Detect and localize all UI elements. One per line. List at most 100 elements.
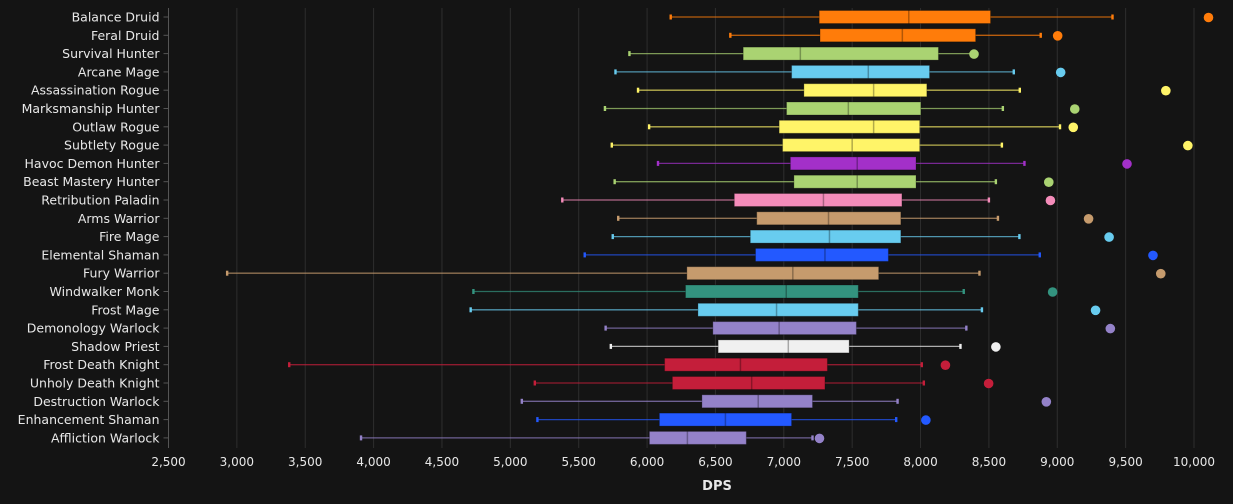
top-point	[1090, 305, 1101, 316]
box-arcane-mage	[614, 64, 1066, 79]
iqr-box	[754, 247, 889, 262]
category-label: Unholy Death Knight	[30, 376, 160, 391]
category-label: Beast Mastery Hunter	[23, 174, 160, 189]
box-windwalker-monk	[472, 284, 1058, 299]
whisker-min-cap	[636, 87, 640, 93]
top-point	[1041, 397, 1052, 407]
iqr-box	[791, 64, 931, 79]
whisker-max-cap	[896, 398, 899, 404]
x-tick-label: 7,000	[767, 455, 801, 469]
iqr-box	[789, 156, 917, 171]
iqr-box	[686, 266, 880, 281]
category-label: Frost Death Knight	[43, 357, 159, 372]
category-label: Elemental Shaman	[41, 247, 159, 262]
whisker-min-cap	[611, 234, 614, 240]
whisker-min-cap	[613, 179, 616, 185]
whisker-max-cap	[978, 270, 981, 276]
category-label: Balance Druid	[72, 10, 160, 25]
whisker-max-cap	[1111, 14, 1114, 20]
category-label: Arcane Mage	[78, 64, 160, 79]
category-label: Demonology Warlock	[27, 321, 160, 336]
top-point	[1105, 323, 1116, 334]
whisker-min-cap	[603, 106, 607, 111]
iqr-box	[733, 193, 903, 207]
box-marksmanship-hunter	[603, 101, 1080, 116]
top-point	[940, 360, 951, 371]
top-point	[1068, 122, 1079, 133]
iqr-box	[818, 10, 992, 24]
iqr-box	[671, 376, 826, 390]
category-label: Feral Druid	[91, 28, 160, 43]
x-tick-label: 3,500	[288, 455, 322, 469]
box-frost-mage	[469, 302, 1101, 317]
box-enhancement-shaman	[536, 412, 931, 427]
top-point	[1122, 159, 1132, 169]
whisker-min-cap	[472, 289, 475, 294]
whisker-min-cap	[536, 417, 539, 423]
whisker-min-cap	[561, 197, 564, 203]
top-point	[1055, 67, 1066, 78]
top-point	[1104, 232, 1114, 242]
category-label: Outlaw Rogue	[72, 119, 160, 134]
x-tick-label: 9,500	[1108, 455, 1142, 469]
whisker-min-cap	[520, 398, 524, 404]
x-tick-label: 5,500	[562, 455, 596, 469]
category-label: Arms Warrior	[78, 211, 161, 226]
iqr-box	[749, 229, 902, 244]
iqr-box	[697, 302, 859, 317]
category-labels: Balance Druid Feral Druid Survival Hunter A…	[18, 10, 169, 445]
whisker-min-cap	[656, 160, 660, 166]
category-label: Enhancement Shaman	[18, 412, 160, 427]
top-point	[1203, 12, 1214, 23]
category-label: Havoc Demon Hunter	[25, 156, 161, 171]
whisker-min-cap	[647, 124, 651, 130]
box-outlaw-rogue	[647, 119, 1079, 134]
iqr-box	[717, 339, 850, 354]
box-retribution-paladin	[561, 193, 1056, 207]
whisker-max-cap	[959, 343, 962, 349]
category-label: Fury Warrior	[83, 266, 160, 281]
whisker-min-cap	[288, 362, 291, 368]
whisker-min-cap	[359, 435, 363, 441]
category-label: Windwalker Monk	[50, 284, 161, 299]
iqr-box	[778, 119, 921, 134]
whisker-min-cap	[533, 380, 537, 386]
x-tick-label: 8,000	[903, 455, 937, 469]
whisker-min-cap	[614, 69, 617, 75]
box-survival-hunter	[628, 46, 979, 61]
x-tick-label: 2,500	[151, 455, 185, 469]
box-balance-druid	[669, 10, 1214, 24]
whisker-min-cap	[225, 270, 229, 276]
top-point	[1045, 195, 1056, 206]
category-label: Marksmanship Hunter	[22, 101, 161, 116]
category-label: Destruction Warlock	[33, 394, 160, 409]
whisker-max-cap	[1018, 234, 1021, 240]
whisker-max-cap	[980, 307, 984, 313]
whisker-min-cap	[609, 343, 613, 349]
x-tick-label: 8,500	[972, 455, 1006, 469]
box-beast-mastery-hunter	[613, 174, 1054, 189]
iqr-box	[782, 138, 921, 153]
top-point	[983, 378, 994, 389]
iqr-box	[684, 284, 859, 299]
whisker-max-cap	[1023, 160, 1026, 166]
whisker-max-cap	[922, 380, 926, 386]
iqr-box	[712, 321, 857, 336]
top-point	[1047, 287, 1058, 297]
box-assassination-rogue	[636, 83, 1171, 98]
x-tick-label: 6,000	[630, 455, 664, 469]
x-tick-label: 4,000	[356, 455, 390, 469]
boxes	[225, 10, 1214, 445]
iqr-box	[793, 174, 917, 189]
box-unholy-death-knight	[533, 376, 994, 390]
whisker-max-cap	[965, 325, 968, 331]
whisker-min-cap	[583, 252, 586, 258]
box-affliction-warlock	[359, 430, 825, 445]
top-point	[1155, 268, 1166, 279]
category-label: Fire Mage	[99, 229, 160, 244]
x-tick-label: 5,000	[493, 455, 527, 469]
x-tick-label: 4,500	[425, 455, 459, 469]
box-destruction-warlock	[520, 394, 1052, 409]
iqr-box	[786, 101, 922, 116]
